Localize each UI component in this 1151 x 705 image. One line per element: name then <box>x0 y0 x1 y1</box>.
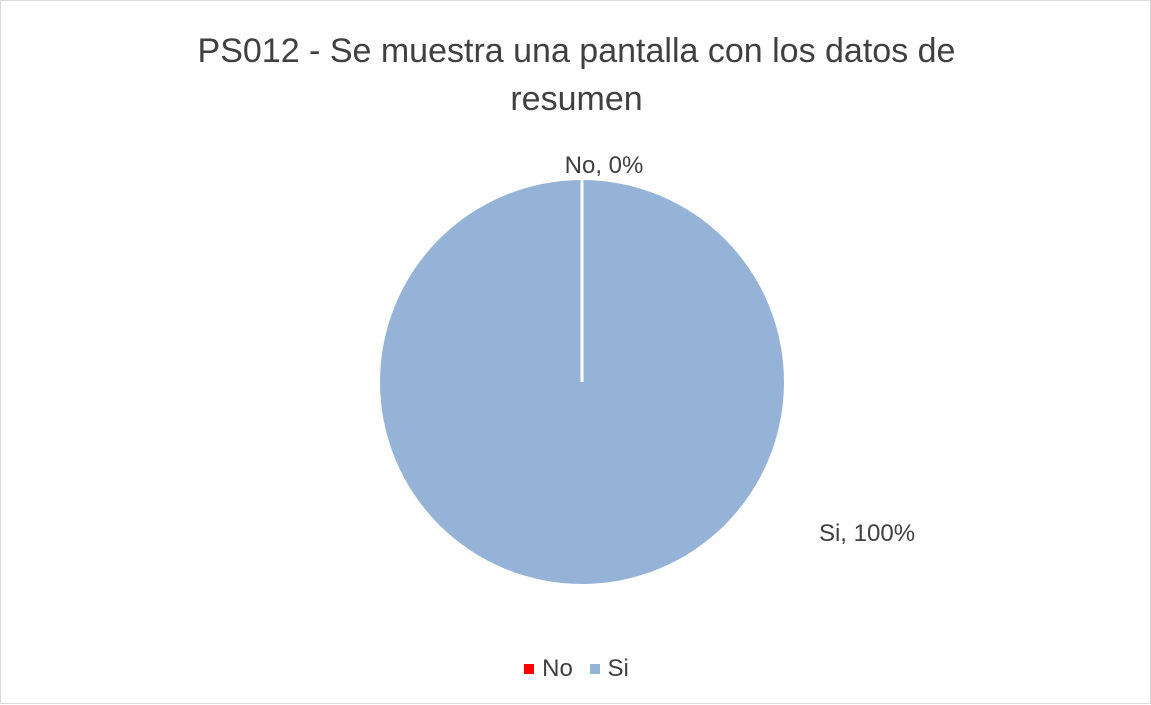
legend-swatch-si <box>589 664 600 674</box>
legend: No Si <box>1 653 1151 683</box>
legend-item-si: Si <box>589 655 629 683</box>
data-label-si: Si, 100% <box>819 520 915 547</box>
pie-data-labels: No, 0% Si, 100% <box>565 152 915 547</box>
chart-title-line-2: resumen <box>510 80 643 118</box>
data-label-no: No, 0% <box>565 152 644 179</box>
legend-swatch-no <box>524 664 535 674</box>
chart-title-line-1: PS012 - Se muestra una pantalla con los … <box>197 32 956 70</box>
legend-label-no: No <box>542 655 573 682</box>
chart-title: PS012 - Se muestra una pantalla con los … <box>1 27 1151 123</box>
pie-slices <box>380 180 784 584</box>
legend-item-no: No <box>524 655 573 683</box>
legend-label-si: Si <box>607 655 629 682</box>
